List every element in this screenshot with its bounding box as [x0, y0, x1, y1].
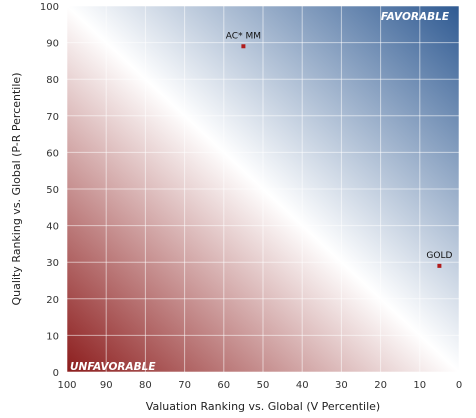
- y-tick-label: 90: [46, 39, 59, 50]
- y-tick-label: 100: [40, 2, 59, 13]
- grid-lines: [66, 5, 460, 373]
- data-points: AC* MM GOLD: [226, 31, 452, 268]
- y-tick-label: 0: [53, 368, 59, 379]
- data-point-marker: [437, 263, 442, 268]
- x-tick-label: 80: [139, 380, 152, 391]
- x-tick-label: 100: [57, 380, 76, 391]
- y-tick-label: 20: [46, 295, 59, 306]
- y-axis-ticks: 0 10 20 30 40 50 60 70 80 90 100: [40, 2, 59, 379]
- favorable-corner-label: FAVORABLE: [381, 11, 450, 23]
- x-axis-ticks: 100 90 80 70 60 50 40 30 20 10 0: [57, 380, 462, 391]
- y-tick-label: 40: [46, 222, 59, 233]
- x-tick-label: 20: [374, 380, 387, 391]
- unfavorable-corner-label: UNFAVORABLE: [70, 361, 156, 373]
- x-tick-label: 90: [100, 380, 113, 391]
- data-point-label: GOLD: [426, 251, 452, 261]
- x-tick-label: 0: [456, 380, 462, 391]
- data-point-label: AC* MM: [226, 31, 261, 41]
- x-tick-label: 30: [335, 380, 348, 391]
- y-tick-label: 50: [46, 185, 59, 196]
- x-tick-label: 40: [296, 380, 309, 391]
- x-tick-label: 10: [413, 380, 426, 391]
- x-axis-title: Valuation Ranking vs. Global (V Percenti…: [146, 400, 380, 413]
- x-tick-label: 50: [257, 380, 270, 391]
- y-axis-title: Quality Ranking vs. Global (P-R Percenti…: [10, 73, 23, 306]
- y-tick-label: 60: [46, 148, 59, 159]
- y-tick-label: 80: [46, 75, 59, 86]
- y-tick-label: 30: [46, 258, 59, 269]
- x-tick-label: 60: [217, 380, 230, 391]
- y-tick-label: 10: [46, 331, 59, 342]
- data-point-marker: [241, 44, 246, 49]
- x-tick-label: 70: [178, 380, 191, 391]
- y-tick-label: 70: [46, 112, 59, 123]
